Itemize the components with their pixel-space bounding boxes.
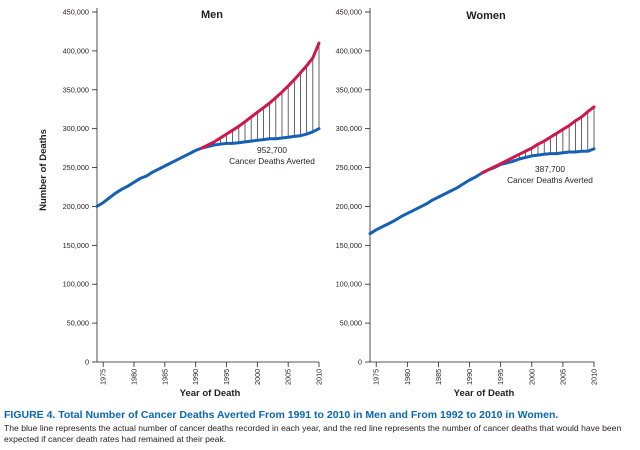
x-axis-title: Year of Death [454, 388, 515, 399]
y-tick-label: 300,000 [336, 124, 362, 133]
x-tick-label: 2000 [253, 369, 262, 385]
averted-label: Cancer Deaths Averted [507, 175, 593, 185]
x-tick-label: 1980 [130, 369, 139, 385]
chart-panel-men: Men 0 50,000 100,000 150,000 200,000 250,000 30… [38, 8, 324, 400]
y-tick-label: 100,000 [63, 280, 89, 289]
averted-value: 952,700 [257, 145, 287, 155]
actual-deaths-line [368, 147, 596, 236]
y-tick-label: 350,000 [336, 85, 362, 94]
y-tick-label: 150,000 [336, 241, 362, 250]
y-tick-label: 200,000 [336, 202, 362, 211]
caption-text: The blue line represents the actual numb… [4, 423, 622, 444]
y-tick-label: 450,000 [63, 8, 89, 17]
x-tick-label: 2005 [284, 369, 293, 385]
y-tick-label: 100,000 [336, 280, 362, 289]
y-tick-label: 50,000 [67, 319, 89, 328]
expected-deaths-line [480, 105, 596, 175]
x-tick-label: 1975 [372, 369, 381, 385]
y-tick-label: 150,000 [63, 241, 89, 250]
averted-value: 387,700 [535, 164, 565, 174]
panel-title: Women [466, 10, 506, 22]
chart-figure: Men 0 50,000 100,000 150,000 200,000 250,000 30… [38, 8, 599, 400]
x-tick-label: 2000 [527, 369, 536, 385]
x-tick-label: 1990 [191, 369, 200, 385]
y-tick-label: 400,000 [336, 46, 362, 55]
x-axis-title: Year of Death [180, 388, 241, 399]
y-tick-label: 0 [85, 358, 89, 367]
y-axis-title: Number of Deaths [38, 129, 49, 211]
x-tick-label: 1975 [99, 369, 108, 385]
panel-title: Men [201, 9, 223, 21]
caption-title: FIGURE 4. Total Number of Cancer Deaths … [4, 409, 559, 421]
chart-panel-women: Women 0 50,000 100,000 150,000 200,000 250,000… [336, 8, 599, 400]
x-tick-label: 1985 [160, 369, 169, 385]
y-tick-label: 250,000 [63, 163, 89, 172]
y-tick-label: 300,000 [63, 124, 89, 133]
y-tick-label: 450,000 [336, 8, 362, 17]
figure-caption: FIGURE 4. Total Number of Cancer Deaths … [4, 409, 636, 444]
y-tick-label: 400,000 [63, 46, 89, 55]
y-tick-label: 350,000 [63, 85, 89, 94]
y-tick-label: 0 [358, 358, 362, 367]
x-tick-label: 1995 [496, 369, 505, 385]
averted-label: Cancer Deaths Averted [229, 156, 315, 166]
x-tick-label: 2005 [558, 369, 567, 385]
x-tick-label: 1990 [465, 369, 474, 385]
actual-deaths-line [95, 127, 321, 208]
y-tick-label: 50,000 [340, 319, 362, 328]
x-tick-label: 2010 [590, 369, 599, 385]
x-tick-label: 1995 [222, 369, 231, 385]
x-tick-label: 1985 [434, 369, 443, 385]
y-tick-label: 250,000 [336, 163, 362, 172]
x-tick-label: 1980 [403, 369, 412, 385]
x-tick-label: 2010 [315, 369, 324, 385]
y-tick-label: 200,000 [63, 202, 89, 211]
expected-deaths-line [200, 41, 321, 150]
